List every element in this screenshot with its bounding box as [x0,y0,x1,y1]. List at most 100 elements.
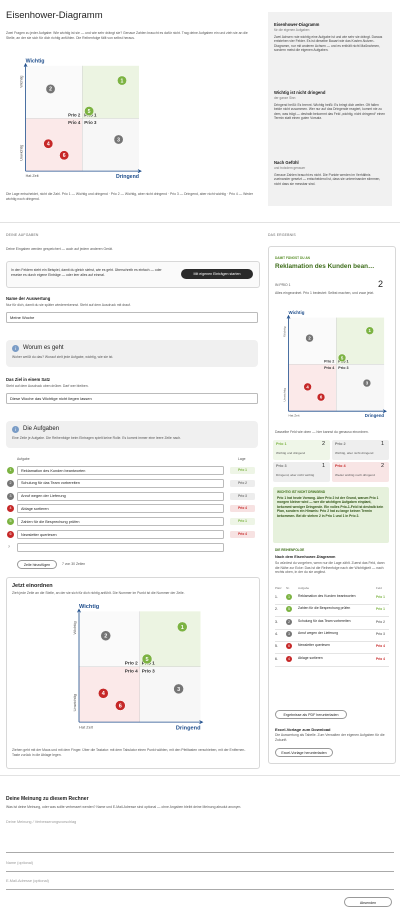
x-axis [79,720,204,724]
message-input[interactable]: Deine Meinung / Verbesserungsvorschlag [6,820,394,853]
name-input[interactable]: Meine Woche [6,312,258,323]
section-label: DAS ERGEBNIS [268,233,296,237]
quadrant-desc: Weder wichtig noch dringend [335,473,375,477]
task-input[interactable]: Anruf wegen der Lieferung [17,491,224,501]
quadrant-label: Prio 4 [68,120,81,125]
matrix: Wichtig Wichtig Unwichtig Hat Zeit Dringend P… [20,58,142,180]
task-point[interactable] [100,630,111,641]
matrix-caption: Dasselbe Feld wie oben — hier kannst du … [275,430,369,434]
task-point[interactable] [98,688,109,699]
quadrant-label: Prio 3 [84,120,97,125]
column-header: Aufgabe [298,586,310,590]
empty-task-input[interactable] [17,543,224,552]
pdf-button[interactable]: Ergebnisse als PDF herunterladen [275,710,347,719]
row-number: 4 [7,505,14,513]
field-hint: Steht auf dem Ausdruck oben drüber. Darf… [6,384,89,388]
order-nr: 1 [286,594,292,600]
prio-badge: Prio 3 [230,492,255,500]
task-point[interactable] [113,134,124,145]
order-prio: Prio 3 [376,631,385,636]
task-point[interactable] [362,378,372,388]
info-icon: i [12,426,19,433]
task-point[interactable] [141,653,153,665]
start-button[interactable]: Mit eigenen Einträgen starten [181,269,253,279]
task-input[interactable]: Reklamation des Kunden beantworten [17,466,224,475]
task-point[interactable] [59,150,70,161]
point-label: 3 [177,687,180,693]
order-place: 2. [275,607,278,612]
quadrant-box [332,462,389,482]
x-low-label: Hat Zeit [289,413,300,417]
point-label: 2 [104,634,107,640]
sidebar-text: Zwei Achsen: wie wichtig eine Aufgabe is… [274,35,383,53]
x-axis-title: Dringend [365,413,385,418]
excel-button[interactable]: Excel-Vorlage herunterladen [275,748,333,757]
task-point[interactable] [305,334,314,343]
section-label: DEINE AUFGABEN [6,233,39,237]
task-point[interactable] [173,683,184,695]
order-task: Newsletter querlesen [298,643,330,648]
order-place: 3. [275,619,278,624]
quadrant [79,666,140,723]
x-low-label: Hat Zeit [26,174,39,178]
task-input[interactable]: Zahlen für die Besprechung prüfen [17,517,224,527]
sidebar-text: Genaue Zahlen braucht es nicht. Die Punk… [274,173,381,186]
task-point[interactable] [117,75,127,86]
task-point[interactable] [84,106,95,116]
order-task: Reklamation des Kunden beantworten [298,594,356,598]
task-point[interactable] [177,621,188,633]
task-input[interactable]: Ablage sortieren [17,504,224,514]
task-point[interactable] [337,353,347,363]
name-input[interactable]: Name (optional) [6,861,394,872]
y-axis-title: Wichtig [26,58,45,64]
point-label: 1 [121,78,124,84]
caption: Die Lage entscheidet, nicht die Zahl. Pr… [6,192,254,201]
task-point[interactable] [316,392,326,402]
task-point[interactable] [45,84,56,94]
add-row-button[interactable]: Zeile hinzufügen [17,560,57,569]
task-point[interactable] [365,326,374,335]
order-prio: Prio 4 [376,656,385,661]
quadrant-name: Prio 2 [335,442,346,446]
quadrant [336,364,385,412]
task-input[interactable]: Schulung für das Team vorbereiten [17,478,224,488]
box-text: Woher weißt du das? Worauf zielt jede Au… [12,355,114,359]
order-task: Zahlen für die Besprechung prüfen [298,606,351,611]
order-prio: Prio 1 [376,595,385,599]
quadrant-box [332,440,389,460]
x-axis-title: Dringend [176,726,201,732]
sidebar-sub: für die eigenen Aufgaben [274,28,310,32]
quadrant-box [273,440,330,460]
task-point[interactable] [115,700,126,711]
order-task: Schulung für das Team vorbereiten [298,618,351,623]
task-input[interactable]: Newsletter querlesen [17,530,224,539]
x-axis [25,169,142,173]
place-note: Ziehen geht mit der Maus und mit dem Fin… [12,748,246,757]
y-low-label: Unwichtig [20,145,24,161]
quadrant-desc: Dringend, aber nicht wichtig [276,473,315,477]
point-label: 1 [369,328,372,333]
order-place: 1. [275,595,278,599]
sidebar-sub: der ganze Sinn [274,96,296,100]
quadrant-box [273,462,330,482]
column-header: Nr. [286,586,290,590]
task-point[interactable] [303,382,312,392]
goal-input[interactable]: Diese Woche das Wichtige nicht liegen la… [6,393,258,404]
y-axis-title: Wichtig [79,604,100,610]
sidebar-sub: und trotzdem genauer [274,166,306,170]
task-point[interactable] [43,138,54,149]
excel-text: Die Auswertung als Tabelle. Zum Verwalte… [275,733,385,742]
order-nr: 5 [286,606,292,613]
submit-button[interactable]: Absenden [344,897,392,907]
quadrant-label: Prio 4 [324,366,335,370]
row-number: 1 [7,467,14,474]
prio-count: 2 [378,279,384,289]
matrix[interactable]: Wichtig Wichtig Unwichtig Hat Zeit Dringend P… [58,600,208,742]
y-axis [286,314,291,412]
point-label: 3 [366,381,369,386]
quadrant-label: Prio 2 [125,661,138,666]
intro: Zwei Fragen zu jeder Aufgabe: Wie wichti… [6,31,248,40]
matrix[interactable]: Wichtig Wichtig Unwichtig Hat Zeit Dringend P… [272,308,390,428]
email-input[interactable]: E-Mail-Adresse (optional) [6,879,394,890]
